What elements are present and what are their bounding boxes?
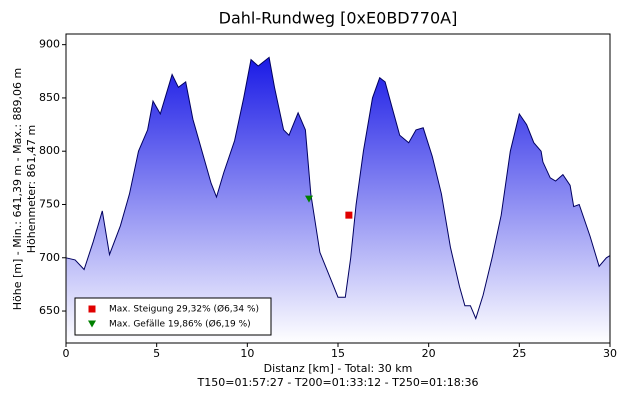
y-tick-label: 900 (39, 38, 60, 51)
y-tick-label: 800 (39, 144, 60, 157)
marker (88, 305, 96, 313)
x-tick-label: 15 (331, 347, 345, 360)
marker (304, 195, 313, 203)
area-fill (66, 57, 610, 344)
marker (345, 211, 353, 219)
y-axis-label: Höhenmeter: 861,47 m (25, 125, 38, 254)
x-tick-label: 30 (603, 347, 617, 360)
x-tick-label: 10 (240, 347, 254, 360)
chart-title: Dahl-Rundweg [0xE0BD770A] (219, 9, 458, 28)
legend-label: Max. Steigung 29,32% (Ø6,34 %) (109, 304, 259, 315)
y-tick-label: 850 (39, 91, 60, 104)
marker (88, 320, 96, 328)
x-tick-label: 5 (153, 347, 160, 360)
x-axis-label: Distanz [km] - Total: 30 km (264, 362, 413, 375)
y-tick-label: 650 (39, 304, 60, 317)
y-axis-label: Höhe [m] - Min.: 641,39 m - Max.: 889,06… (11, 68, 24, 311)
y-tick-label: 700 (39, 251, 60, 264)
x-axis-label: T150=01:57:27 - T200=01:33:12 - T250=01:… (197, 376, 479, 389)
x-tick-label: 25 (512, 347, 526, 360)
x-tick-label: 0 (63, 347, 70, 360)
area-line (65, 56, 611, 320)
legend-label: Max. Gefälle 19,86% (Ø6,19 %) (109, 319, 251, 330)
y-tick-label: 750 (39, 197, 60, 210)
x-tick-label: 20 (422, 347, 436, 360)
legend-box (74, 297, 272, 336)
